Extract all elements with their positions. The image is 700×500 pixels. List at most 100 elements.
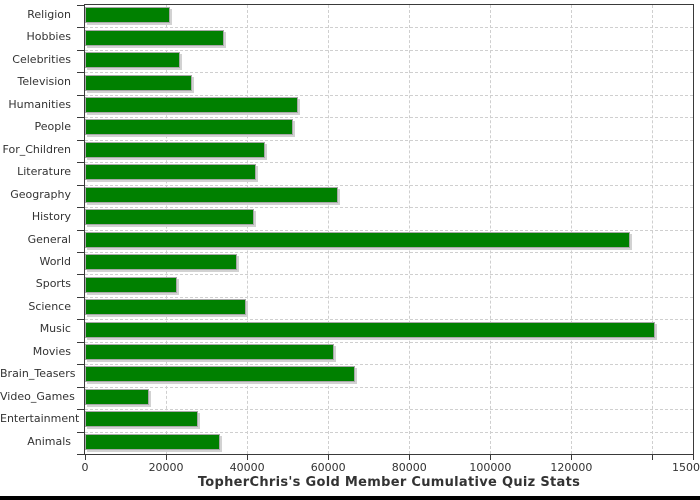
category-label: Movies [32, 344, 71, 358]
bar-science [85, 299, 247, 316]
category-axis: Religion Hobbies Celebrities Television Huma… [0, 4, 80, 455]
value-axis-label: 20000 [148, 461, 184, 474]
value-axis-tick [490, 455, 492, 460]
category-label: Music [39, 322, 71, 336]
horizontal-gridline [85, 27, 693, 29]
horizontal-gridline [85, 319, 693, 321]
value-axis-label: 150000 [672, 461, 700, 474]
category-boundary-tick [77, 139, 84, 141]
bar-celebrities [85, 52, 180, 69]
bar-for_children [85, 141, 266, 158]
bar-sports [85, 276, 178, 293]
category-label: History [31, 210, 71, 224]
bar-hobbies [85, 29, 225, 46]
category-boundary-tick [77, 184, 84, 186]
category-label: For_Children [2, 142, 71, 156]
bar-geography [85, 186, 338, 203]
category-boundary-tick [77, 386, 84, 388]
bar-animals [85, 433, 220, 450]
category-label: Animals [27, 434, 71, 448]
horizontal-gridline [85, 431, 693, 433]
value-axis-label: 80000 [391, 461, 427, 474]
bar-brain_teasers [85, 366, 355, 383]
category-label: Literature [17, 165, 71, 179]
bar-literature [85, 164, 257, 181]
value-axis-tick [652, 455, 654, 460]
category-boundary-tick [77, 431, 84, 433]
category-boundary-tick [77, 5, 84, 6]
category-boundary-tick [77, 72, 84, 74]
value-axis-tick [166, 455, 168, 460]
category-label: Religion [27, 8, 71, 21]
category-boundary-tick [77, 409, 84, 411]
category-label: Geography [10, 187, 71, 201]
value-axis-tick [693, 455, 694, 460]
chart-title: TopherChris's Gold Member Cumulative Qui… [197, 475, 581, 490]
category-boundary-tick [77, 27, 84, 29]
bar-music [85, 321, 656, 338]
value-axis-label: 120000 [550, 461, 593, 474]
horizontal-gridline [85, 184, 693, 186]
bar-general [85, 231, 631, 248]
category-label: World [39, 254, 71, 268]
bar-video_games [85, 388, 150, 405]
category-label: Humanities [8, 97, 71, 111]
horizontal-gridline [85, 117, 693, 119]
horizontal-gridline [85, 72, 693, 74]
horizontal-gridline [85, 341, 693, 343]
category-boundary-tick [77, 319, 84, 321]
bar-people [85, 119, 293, 136]
value-axis-label: 60000 [310, 461, 346, 474]
category-label: Hobbies [26, 30, 71, 44]
bar-religion [85, 7, 171, 24]
value-axis-tick [571, 455, 573, 460]
category-boundary-tick [77, 296, 84, 298]
category-boundary-tick [77, 117, 84, 119]
horizontal-gridline [85, 49, 693, 51]
horizontal-gridline [85, 207, 693, 209]
horizontal-gridline [85, 296, 693, 298]
value-axis-tick [328, 455, 330, 460]
category-boundary-tick [77, 49, 84, 51]
category-label: Video_Games [0, 389, 75, 403]
bar-television [85, 74, 193, 91]
horizontal-gridline [85, 386, 693, 388]
bar-movies [85, 343, 334, 360]
category-boundary-tick [77, 207, 84, 209]
horizontal-gridline [85, 364, 693, 366]
horizontal-gridline [85, 162, 693, 164]
value-axis-tick [85, 455, 86, 460]
category-boundary-tick [77, 162, 84, 164]
horizontal-gridline [85, 229, 693, 231]
horizontal-gridline [85, 274, 693, 276]
value-axis-tick [247, 455, 249, 460]
value-axis-label: 100000 [469, 461, 512, 474]
bar-world [85, 254, 237, 271]
horizontal-gridline [85, 251, 693, 253]
category-label: Sports [35, 277, 71, 291]
horizontal-gridline [85, 94, 693, 96]
category-label: Science [28, 299, 71, 313]
category-label: Brain_Teasers [0, 367, 76, 381]
bar-history [85, 209, 255, 226]
bar-entertainment [85, 411, 199, 428]
plot-area [84, 4, 694, 455]
category-boundary-tick [77, 251, 84, 253]
value-axis-tick [409, 455, 411, 460]
bar-humanities [85, 97, 298, 114]
category-boundary-tick [77, 94, 84, 96]
category-label: Entertainment [0, 412, 80, 426]
value-axis-label: 0 [81, 461, 89, 474]
category-boundary-tick [77, 229, 84, 231]
value-axis-label: 40000 [229, 461, 265, 474]
category-boundary-tick [77, 274, 84, 276]
category-label: Celebrities [12, 52, 71, 66]
category-label: Television [17, 75, 72, 89]
category-boundary-tick [77, 454, 84, 455]
bottom-border-strip [0, 496, 700, 500]
category-label: General [27, 232, 71, 246]
category-boundary-tick [77, 341, 84, 343]
horizontal-gridline [85, 139, 693, 141]
category-boundary-tick [77, 364, 84, 366]
